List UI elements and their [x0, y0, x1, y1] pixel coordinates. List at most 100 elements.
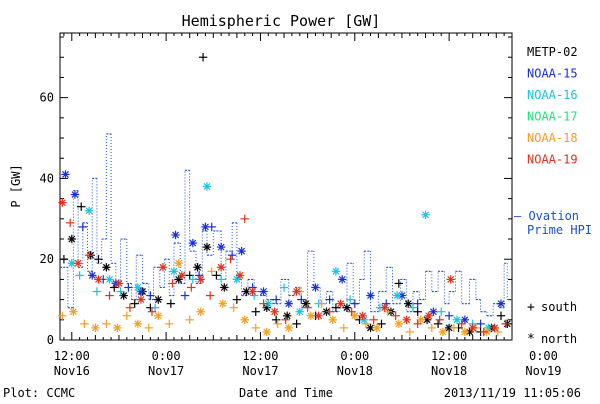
- point-noaa-18-south: [144, 323, 154, 333]
- point-noaa-19-south: [240, 214, 249, 224]
- point-noaa-15-north: [338, 275, 347, 284]
- point-noaa-16-south: [279, 283, 289, 292]
- legend-noaa-18: NOAA-18: [527, 131, 578, 145]
- point-noaa-15-north: [496, 299, 506, 308]
- marker-stroke: [154, 312, 162, 320]
- marker-stroke: [343, 304, 351, 312]
- marker-stroke: [68, 259, 76, 267]
- point-noaa-18-north: [438, 327, 448, 337]
- marker-stroke: [134, 284, 142, 291]
- point-noaa-15-north: [88, 271, 97, 280]
- marker-stroke: [220, 284, 228, 291]
- marker-stroke: [134, 320, 142, 328]
- point-noaa-16-north: [331, 267, 341, 276]
- point-noaa-18-north: [328, 315, 337, 325]
- point-metp-02-north: [193, 263, 202, 272]
- marker-stroke: [159, 263, 167, 271]
- x-tick-label-time: 0:00: [152, 349, 181, 363]
- marker-stroke: [337, 300, 345, 308]
- marker-stroke: [71, 191, 79, 199]
- marker-stroke: [447, 275, 455, 283]
- point-noaa-19-north: [292, 287, 301, 296]
- marker-stroke: [120, 292, 128, 300]
- marker-stroke: [113, 324, 121, 332]
- marker-stroke: [263, 328, 271, 336]
- point-noaa-19-north: [114, 279, 124, 288]
- point-metp-02-south: [433, 319, 443, 329]
- point-noaa-19-south: [501, 319, 510, 329]
- marker-stroke: [302, 300, 310, 308]
- marker-stroke: [175, 259, 183, 267]
- plot-timestamp: 2013/11/19 11:05:06: [444, 386, 581, 400]
- point-noaa-19-south: [147, 307, 157, 316]
- marker-stroke: [425, 312, 433, 320]
- point-noaa-18-south: [273, 319, 282, 329]
- point-noaa-18-north: [240, 315, 249, 325]
- marker-stroke: [422, 211, 429, 219]
- point-metp-02-south: [59, 255, 69, 264]
- point-noaa-16-north: [393, 291, 402, 300]
- legend-north-label: north: [541, 332, 577, 346]
- marker-stroke: [91, 324, 99, 332]
- point-metp-02-north: [119, 291, 128, 300]
- point-noaa-19-north: [380, 303, 389, 312]
- y-tick-label: 0: [47, 333, 54, 347]
- marker-stroke: [249, 288, 257, 295]
- marker-stroke: [69, 308, 77, 316]
- marker-stroke: [85, 207, 93, 215]
- marker-stroke: [217, 243, 225, 251]
- point-noaa-18-north: [218, 299, 227, 308]
- point-noaa-16-south: [345, 295, 355, 304]
- point-noaa-18-north: [460, 327, 470, 337]
- point-noaa-15-north: [259, 287, 268, 296]
- marker-stroke: [74, 259, 82, 267]
- marker-stroke: [360, 316, 368, 324]
- marker-stroke: [189, 239, 197, 247]
- point-noaa-18-north: [113, 323, 122, 333]
- point-noaa-15-south: [476, 319, 485, 329]
- point-noaa-18-south: [165, 319, 174, 329]
- point-metp-02-north: [301, 299, 311, 308]
- marker-stroke: [445, 324, 453, 332]
- point-metp-02-south: [232, 295, 242, 304]
- point-noaa-18-south: [317, 299, 326, 308]
- point-noaa-16-south: [75, 271, 84, 280]
- point-metp-02-south: [212, 271, 221, 280]
- point-noaa-15-north: [311, 283, 320, 292]
- point-noaa-19-south: [281, 315, 290, 325]
- marker-stroke: [58, 199, 66, 207]
- point-noaa-15-south: [325, 295, 334, 304]
- point-noaa-16-south: [92, 287, 102, 296]
- legend-north-symbol: *: [527, 332, 535, 347]
- marker-stroke: [329, 316, 337, 324]
- point-noaa-15-south: [227, 250, 237, 260]
- marker-stroke: [203, 243, 211, 251]
- point-noaa-15-south: [124, 283, 133, 292]
- marker-stroke: [217, 263, 225, 271]
- point-noaa-18-south: [102, 319, 111, 329]
- point-noaa-19-north: [58, 198, 67, 207]
- point-metp-02-south: [413, 307, 422, 316]
- point-noaa-18-south: [229, 303, 238, 312]
- point-metp-02-south: [130, 299, 139, 308]
- point-noaa-19-south: [84, 250, 94, 260]
- point-noaa-19-north: [446, 275, 455, 284]
- point-noaa-19-north: [158, 263, 168, 272]
- marker-stroke: [219, 300, 227, 308]
- point-noaa-16-north: [202, 182, 212, 191]
- point-noaa-18-north: [284, 323, 293, 333]
- point-noaa-15-south: [413, 299, 422, 308]
- marker-stroke: [172, 231, 180, 239]
- point-noaa-16-south: [408, 303, 418, 312]
- point-metp-02-south: [292, 319, 301, 329]
- point-noaa-16-south: [188, 275, 198, 284]
- marker-stroke: [137, 288, 145, 295]
- chart-title: Hemispheric Power [GW]: [182, 12, 381, 30]
- point-noaa-16-north: [133, 283, 143, 292]
- marker-stroke: [95, 275, 102, 283]
- point-noaa-19-north: [490, 323, 499, 333]
- point-noaa-19-north: [196, 275, 205, 284]
- marker-stroke: [453, 316, 461, 324]
